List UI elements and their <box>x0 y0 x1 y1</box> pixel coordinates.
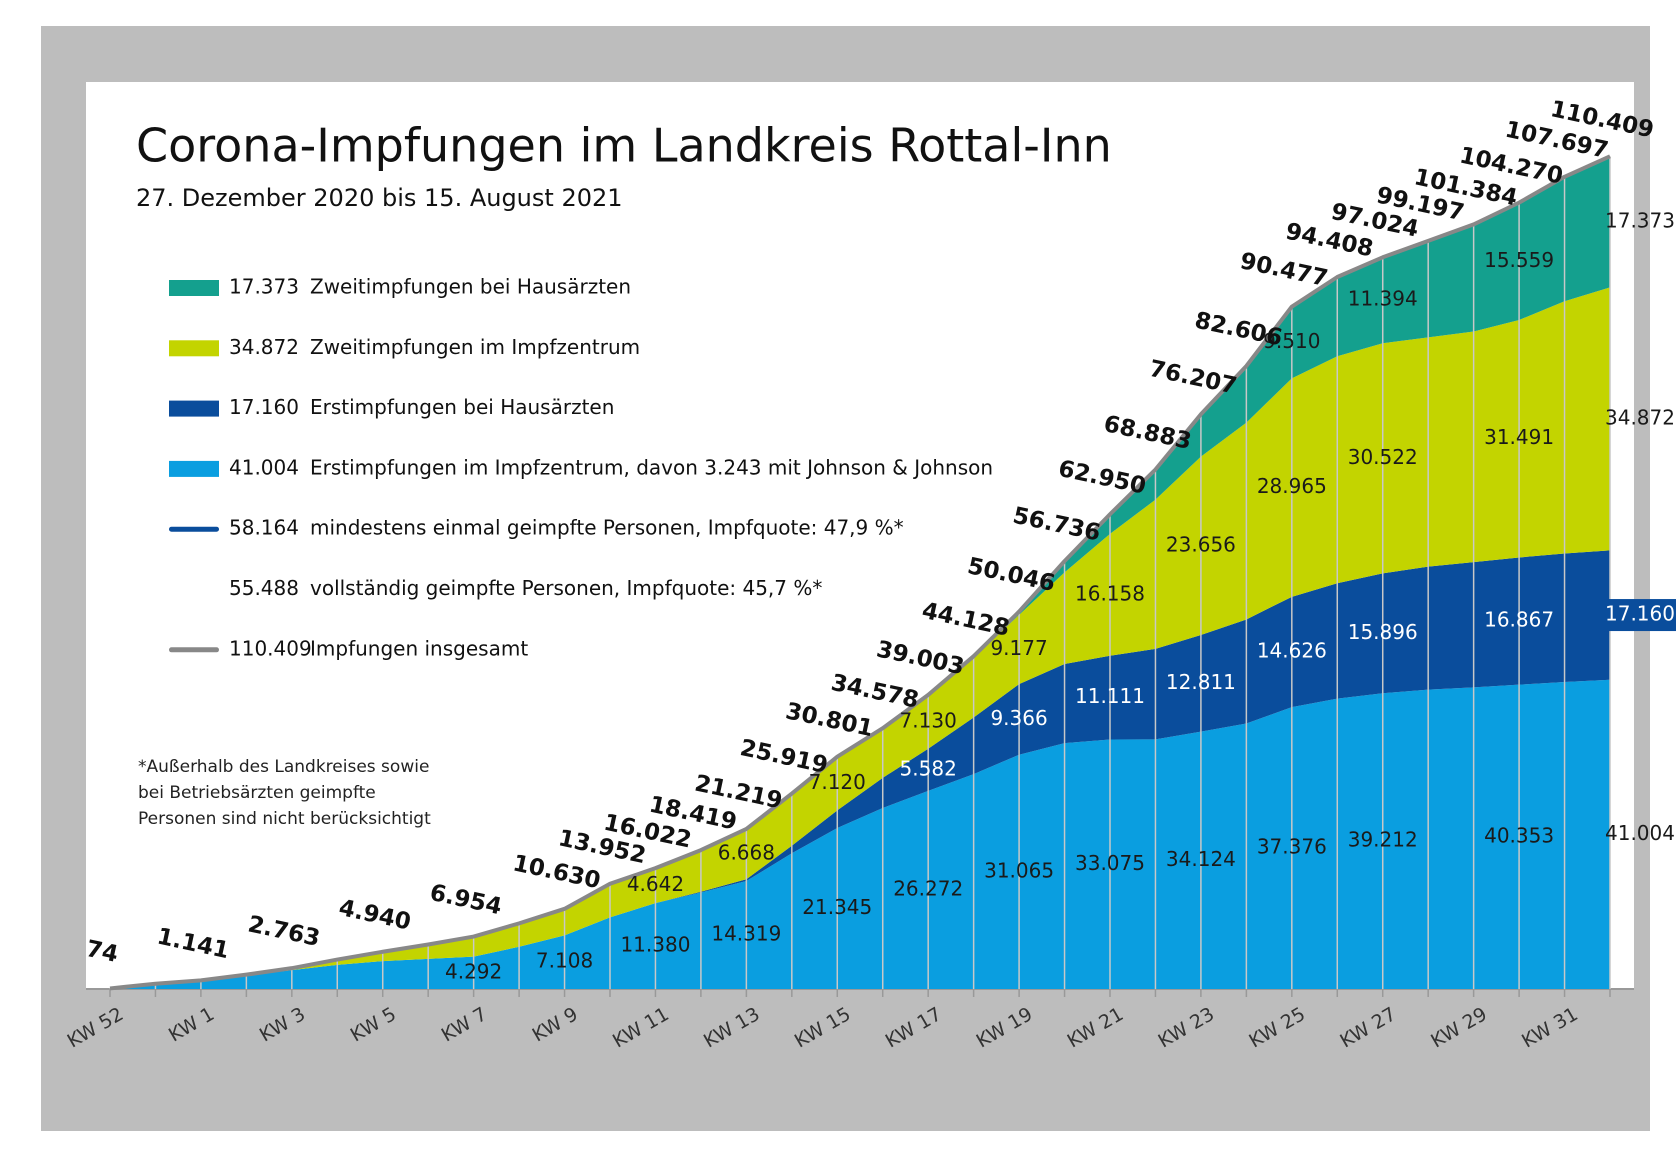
area <box>110 679 1610 989</box>
chart-subtitle: 27. Dezember 2020 bis 15. August 2021 <box>136 184 623 212</box>
segment-label: 23.656 <box>1166 532 1236 556</box>
segment-label: 33.075 <box>1075 851 1145 875</box>
legend-value: 41.004 <box>229 455 299 479</box>
legend-label: Zweitimpfungen bei Hausärzten <box>310 275 631 299</box>
segment-label: 40.353 <box>1484 823 1554 847</box>
segment-label: 37.376 <box>1257 835 1327 859</box>
chart-title: Corona-Impfungen im Landkreis Rottal-Inn <box>136 119 1112 173</box>
legend-swatch <box>169 526 219 532</box>
segment-label: 7.130 <box>900 708 957 732</box>
segment-label: 9.510 <box>1263 329 1320 353</box>
segment-label: 4.642 <box>627 872 684 896</box>
legend-value: 17.373 <box>229 275 299 299</box>
legend-label: Zweitimpfungen im Impfzentrum <box>310 335 640 359</box>
segment-label: 31.491 <box>1484 425 1554 449</box>
segment-label: 5.582 <box>900 756 957 780</box>
segment-label: 15.559 <box>1484 248 1554 272</box>
label-box <box>1604 599 1676 632</box>
legend-label: Erstimpfungen im Impfzentrum, davon 3.24… <box>310 455 993 479</box>
legend-label: vollständig geimpfte Personen, Impfquote… <box>310 576 822 600</box>
segment-label: 9.366 <box>990 706 1047 730</box>
footnote: bei Betriebsärzten geimpfte <box>138 783 376 803</box>
segment-label: 11.111 <box>1075 684 1145 708</box>
segment-label: 16.158 <box>1075 581 1145 605</box>
total-label: 74 <box>84 936 121 968</box>
footnote: *Außerhalb des Landkreises sowie <box>138 757 429 777</box>
segment-label: 12.811 <box>1166 670 1236 694</box>
segment-label: 34.872 <box>1605 405 1675 429</box>
segment-label: 28.965 <box>1257 474 1327 498</box>
segment-label: 7.120 <box>809 770 866 794</box>
legend-label: mindestens einmal geimpfte Personen, Imp… <box>310 516 904 540</box>
legend-label: Impfungen insgesamt <box>310 636 528 660</box>
segment-label: 7.108 <box>536 949 593 973</box>
segment-label: 26.272 <box>893 876 963 900</box>
legend-label: Erstimpfungen bei Hausärzten <box>310 395 614 419</box>
legend-value: 55.488 <box>229 576 299 600</box>
segment-label: 15.896 <box>1348 620 1418 644</box>
area <box>110 287 1610 989</box>
legend-swatch <box>169 400 219 417</box>
segment-label: 41.004 <box>1605 821 1675 845</box>
segment-label: 34.124 <box>1166 847 1236 871</box>
segment-label: 9.177 <box>990 636 1047 660</box>
area <box>110 550 1610 989</box>
legend-value: 58.164 <box>229 516 299 540</box>
legend-value: 110.409 <box>229 636 312 660</box>
legend-swatch <box>169 340 219 357</box>
legend-value: 34.872 <box>229 335 299 359</box>
legend-swatch <box>169 460 219 477</box>
segment-label: 31.065 <box>984 858 1054 882</box>
segment-label: 4.292 <box>445 959 502 983</box>
segment-label: 6.668 <box>718 841 775 865</box>
total-line <box>109 154 1611 991</box>
segment-label: 11.380 <box>620 933 690 957</box>
segment-label: 30.522 <box>1348 445 1418 469</box>
legend-swatch <box>169 280 219 296</box>
segment-label: 39.212 <box>1348 828 1418 852</box>
legend-value: 17.160 <box>229 395 299 419</box>
segment-label: 17.373 <box>1605 208 1675 232</box>
legend-swatch <box>169 647 219 653</box>
segment-label: 14.626 <box>1257 638 1327 662</box>
area <box>110 156 1610 989</box>
segment-label: 11.394 <box>1348 287 1418 311</box>
segment-label: 17.160 <box>1605 602 1675 626</box>
segment-label: 21.345 <box>802 895 872 919</box>
footnote: Personen sind nicht berücksichtigt <box>138 809 431 829</box>
segment-label: 16.867 <box>1484 608 1554 632</box>
segment-label: 14.319 <box>711 922 781 946</box>
